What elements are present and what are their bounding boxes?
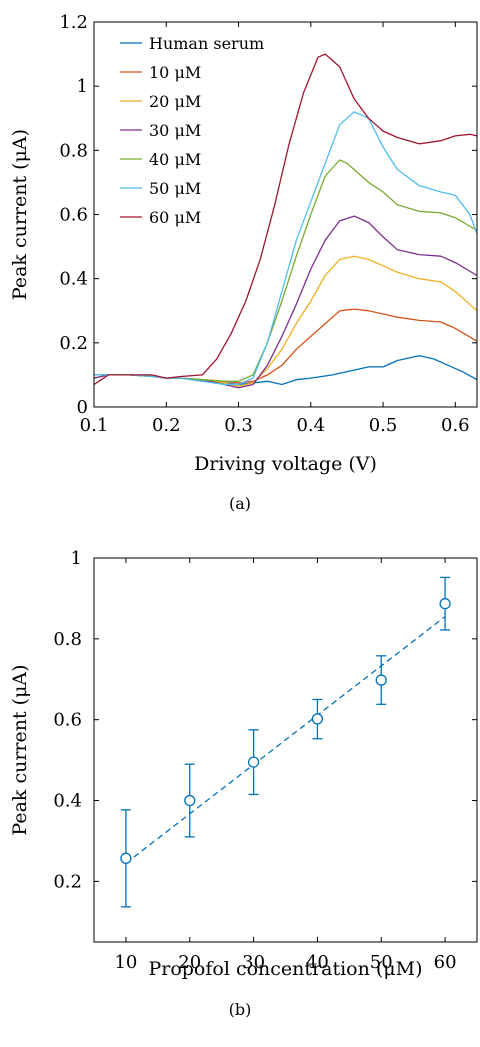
chart-b-ticks: 10 20 30 40 50 60 0.2 0.4 0.6 0.8 1	[53, 548, 477, 973]
chart-a-y-axis-label: Peak current (μA)	[9, 129, 31, 300]
chart-a-legend: Human serum 10 μM 20 μM 30 μM 40 μM 50 μM 60 μ…	[120, 34, 264, 227]
series-line-2	[93, 255, 478, 387]
y-tick-label: 0.8	[59, 140, 88, 161]
chart-b-frame	[93, 557, 478, 943]
fit-line	[125, 616, 446, 864]
data-point	[311, 713, 324, 725]
chart-b-caption: (b)	[229, 1000, 252, 1019]
chart-a-lines	[93, 53, 478, 389]
x-tick-label: 0.5	[369, 415, 398, 436]
y-tick-label: 1	[71, 548, 82, 569]
chart-a-caption: (a)	[229, 494, 251, 513]
y-tick-label: 1.2	[59, 12, 88, 33]
series-line-0	[94, 355, 478, 386]
x-tick-label: 10	[114, 952, 137, 973]
chart-b-marks	[120, 576, 451, 908]
legend-label-0: Human serum	[149, 34, 264, 53]
x-tick-label: 0.3	[224, 415, 253, 436]
y-tick-label: 1	[77, 76, 88, 97]
y-tick-label: 0	[77, 397, 88, 418]
legend-label-3: 30 μM	[149, 121, 201, 140]
x-tick-label: 0.6	[441, 415, 470, 436]
legend-label-2: 20 μM	[149, 92, 201, 111]
series-line-6	[93, 53, 478, 386]
chart-b-y-axis-label: Peak current (μA)	[9, 664, 31, 835]
x-tick-label: 50	[370, 952, 393, 973]
x-tick-label: 20	[178, 952, 201, 973]
data-point	[439, 598, 451, 610]
series-line-1	[93, 308, 478, 384]
y-tick-label: 0.2	[53, 871, 82, 892]
chart-a-ticks: 0.1 0.2 0.3 0.4 0.5 0.6 0 0.2 0.4 0.6 0.8 1 1.2	[59, 12, 477, 436]
x-tick-label: 60	[434, 952, 457, 973]
y-tick-label: 0.4	[53, 791, 82, 812]
y-tick-label: 0.4	[59, 269, 88, 290]
chart-a: 0.1 0.2 0.3 0.4 0.5 0.6 0 0.2 0.4 0.6 0.8 1 1.2 Huma…	[9, 12, 478, 513]
chart-a-x-axis-label: Driving voltage (V)	[194, 453, 377, 475]
x-tick-label: 30	[242, 952, 265, 973]
legend-label-5: 50 μM	[149, 179, 201, 198]
chart-b-x-axis-label: Propofol concentration (μM)	[148, 958, 422, 980]
y-tick-label: 0.2	[59, 333, 88, 354]
x-tick-label: 0.1	[80, 415, 109, 436]
data-point	[184, 794, 196, 807]
legend-label-6: 60 μM	[149, 208, 201, 227]
chart-b: 10 20 30 40 50 60 0.2 0.4 0.6 0.8 1 Propofol conce…	[9, 548, 478, 1019]
x-tick-label: 0.2	[152, 415, 181, 436]
legend-label-1: 10 μM	[149, 63, 201, 82]
x-tick-label: 0.4	[296, 415, 325, 436]
data-point	[120, 852, 132, 864]
data-point	[375, 674, 387, 686]
data-point	[247, 756, 260, 768]
legend-label-4: 40 μM	[149, 150, 201, 169]
y-tick-label: 0.8	[53, 629, 82, 650]
y-tick-label: 0.6	[59, 205, 88, 226]
x-tick-label: 40	[306, 952, 329, 973]
y-tick-label: 0.6	[53, 710, 82, 731]
